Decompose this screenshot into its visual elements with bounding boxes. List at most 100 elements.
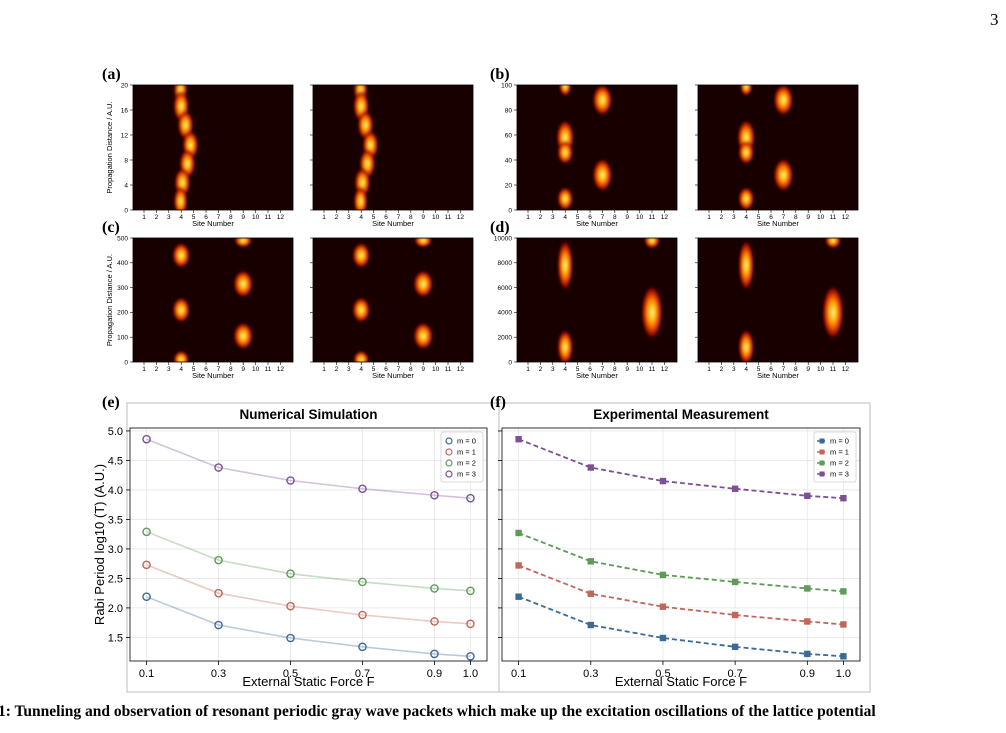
x-tick-label: 7	[217, 366, 221, 373]
legend-marker	[819, 471, 825, 477]
data-point	[659, 603, 667, 610]
legend-marker	[445, 459, 453, 467]
x-tick-label: 7	[397, 366, 401, 373]
x-tick-label: 1.0	[463, 668, 478, 680]
data-point	[214, 463, 223, 472]
x-axis-label: Site Number	[576, 219, 618, 228]
intensity-blob	[173, 350, 190, 362]
x-axis-label: External Static Force F	[615, 674, 747, 689]
x-tick-label: 1	[142, 214, 146, 221]
y-axis-label: Propagation Distance / A.U.	[105, 254, 114, 346]
heatmap-frame	[516, 84, 678, 211]
intensity-blob	[173, 186, 188, 210]
data-point	[466, 493, 475, 503]
y-tick-label: 3.5	[108, 514, 123, 526]
y-tick-label: 4	[124, 182, 128, 189]
legend-label: m = 0	[830, 437, 849, 446]
x-tick-label: 9	[625, 214, 629, 221]
x-tick-label: 11	[830, 366, 837, 373]
x-tick-label: 8	[794, 214, 798, 221]
x-axis-label: Site Number	[757, 371, 799, 380]
x-tick-label: 0.3	[211, 668, 226, 680]
data-point	[515, 529, 522, 537]
x-tick-label: 8	[409, 214, 413, 221]
data-point	[804, 618, 811, 625]
x-tick-label: 6	[384, 366, 388, 373]
data-point	[358, 610, 367, 620]
x-axis-label: Site Number	[576, 371, 618, 380]
panel-letter: (d)	[490, 219, 510, 236]
data-point	[659, 634, 667, 642]
y-tick-label: 300	[117, 285, 128, 292]
y-tick-label: 0	[508, 207, 512, 214]
heatmap-frame	[516, 237, 678, 363]
data-point	[731, 485, 739, 492]
panel-letter: (a)	[102, 66, 121, 83]
x-tick-label: 10	[817, 366, 825, 373]
x-tick-label: 2	[155, 366, 159, 373]
y-tick-label: 4.0	[108, 485, 123, 497]
x-tick-label: 7	[601, 214, 605, 221]
x-tick-label: 4	[563, 366, 567, 373]
x-tick-label: 4	[179, 366, 183, 373]
heatmap-frame	[132, 84, 294, 211]
x-axis-label: Site Number	[192, 371, 234, 380]
data-point	[286, 476, 295, 485]
data-point	[731, 643, 739, 651]
panel-letter: (e)	[102, 394, 120, 411]
x-tick-label: 3	[167, 214, 171, 221]
data-point	[286, 601, 295, 611]
x-tick-label: 7	[217, 214, 221, 221]
x-tick-label: 6	[769, 366, 773, 373]
y-tick-label: 4.5	[108, 455, 123, 467]
heatmap-blobs	[352, 238, 434, 362]
data-point	[804, 650, 811, 658]
heatmap-background	[133, 238, 293, 362]
x-tick-label: 0.5	[655, 668, 670, 680]
series-line	[146, 438, 471, 499]
data-point	[286, 569, 295, 578]
x-tick-label: 8	[613, 214, 617, 221]
data-point	[142, 592, 151, 602]
x-tick-label: 10	[252, 366, 260, 373]
y-tick-label: 3.0	[108, 544, 123, 556]
legend-label: m = 3	[457, 470, 476, 479]
data-point	[466, 651, 475, 661]
y-tick-label: 8000	[498, 260, 513, 267]
x-tick-label: 11	[445, 366, 452, 373]
legend-marker	[445, 448, 453, 456]
y-tick-label: 100	[117, 335, 128, 342]
data-point	[840, 621, 847, 628]
x-tick-label: 4	[359, 366, 363, 373]
series-line	[518, 564, 844, 626]
x-tick-label: 1	[322, 214, 326, 221]
intensity-blob	[557, 186, 574, 210]
legend-label: m = 1	[457, 448, 476, 457]
x-tick-label: 3	[167, 366, 171, 373]
x-tick-label: 2	[720, 214, 724, 221]
x-tick-label: 9	[241, 214, 245, 221]
y-tick-label: 8	[124, 157, 128, 164]
intensity-blob	[172, 296, 191, 323]
y-tick-label: 2.5	[108, 573, 123, 585]
x-tick-label: 3	[347, 214, 351, 221]
legend-marker	[819, 438, 825, 444]
data-point	[430, 649, 439, 659]
intensity-blob	[773, 158, 794, 192]
x-tick-label: 8	[229, 214, 233, 221]
intensity-blob	[592, 85, 613, 116]
x-tick-label: 6	[588, 214, 592, 221]
x-tick-label: 10	[432, 214, 440, 221]
heatmap-frame	[312, 237, 474, 363]
x-tick-label: 1	[142, 366, 146, 373]
series-line	[518, 532, 844, 593]
page-number: 3	[990, 10, 999, 29]
x-tick-label: 0.1	[511, 668, 526, 680]
x-tick-label: 11	[265, 214, 272, 221]
series-line	[146, 595, 471, 658]
